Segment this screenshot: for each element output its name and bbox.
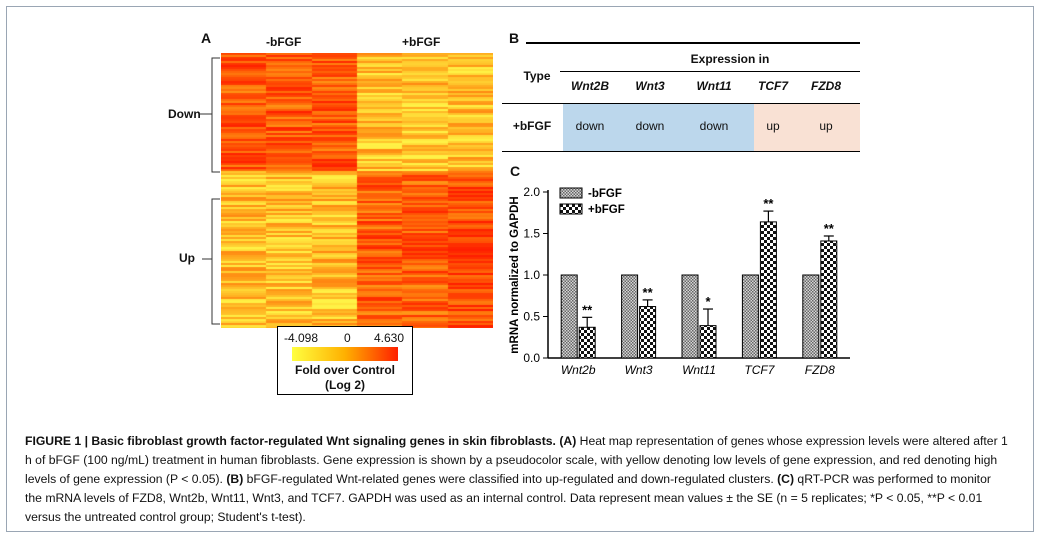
bar-plus-bfgf bbox=[699, 325, 717, 359]
y-tick-label: 2.0 bbox=[523, 185, 540, 199]
bar-minus-bfgf bbox=[681, 274, 699, 359]
bar-plus-bfgf bbox=[639, 306, 657, 359]
legend-swatch bbox=[559, 203, 583, 215]
row-label-up: Up bbox=[179, 251, 195, 265]
table-up-cluster bbox=[754, 104, 860, 151]
table-row-label: +bFGF bbox=[512, 119, 552, 133]
significance-mark: * bbox=[705, 294, 711, 309]
bar-plus-bfgf bbox=[578, 326, 596, 359]
table-value-wnt3: down bbox=[635, 119, 665, 133]
caption-b-text: bFGF-regulated Wnt-related genes were cl… bbox=[246, 472, 774, 486]
panel-b-letter: B bbox=[509, 30, 520, 46]
table-header-rule bbox=[502, 103, 860, 104]
table-gene-fzd8: FZD8 bbox=[811, 79, 841, 93]
table-gene-wnt11: Wnt11 bbox=[696, 79, 732, 93]
bar-minus-bfgf bbox=[621, 274, 639, 359]
colorbar-max: 4.630 bbox=[374, 331, 405, 345]
y-tick-label: 0.0 bbox=[523, 351, 540, 365]
x-tick-label: FZD8 bbox=[805, 363, 835, 377]
y-tick-label: 0.5 bbox=[523, 310, 540, 324]
caption-c-text: qRT-PCR was performed to monitor the mRN… bbox=[25, 472, 991, 524]
figure-frame bbox=[6, 6, 1034, 532]
legend-label: +bFGF bbox=[588, 204, 625, 216]
table-subheader-rule bbox=[560, 71, 860, 72]
row-label-down: Down bbox=[168, 107, 201, 121]
colorbar-gradient bbox=[292, 347, 398, 361]
bar-minus-bfgf bbox=[802, 274, 820, 359]
x-tick-label: Wnt11 bbox=[682, 363, 716, 377]
caption-a-text: Heat map representation of genes whose e… bbox=[25, 434, 1008, 486]
bar-plus-bfgf bbox=[759, 221, 777, 359]
significance-mark: ** bbox=[582, 302, 593, 317]
colorbar-unit: (Log 2) bbox=[325, 378, 365, 392]
legend-swatch bbox=[559, 187, 583, 199]
colorbar-mid: 0 bbox=[344, 331, 351, 345]
y-tick-label: 1.0 bbox=[523, 268, 540, 282]
caption-c-label: (C) bbox=[777, 472, 795, 486]
x-tick-label: Wnt3 bbox=[625, 363, 653, 377]
significance-mark: ** bbox=[643, 285, 654, 300]
table-gene-tcf7: TCF7 bbox=[758, 79, 788, 93]
bar-minus-bfgf bbox=[741, 274, 759, 359]
significance-mark: ** bbox=[824, 221, 835, 236]
table-value-tcf7: up bbox=[766, 119, 780, 133]
table-bottom-rule bbox=[502, 151, 860, 152]
table-down-cluster bbox=[563, 104, 754, 151]
significance-mark: ** bbox=[763, 196, 774, 211]
table-value-wnt2b: down bbox=[575, 119, 605, 133]
table-gene-wnt2b: Wnt2B bbox=[571, 79, 609, 93]
bar-minus-bfgf bbox=[560, 274, 578, 359]
legend-label: -bFGF bbox=[588, 188, 622, 200]
panel-c-letter: C bbox=[510, 163, 521, 179]
x-tick-label: TCF7 bbox=[744, 363, 775, 377]
panel-a-letter: A bbox=[201, 30, 212, 46]
group-label-minus-bfgf: -bFGF bbox=[266, 35, 302, 49]
table-expression-header: Expression in bbox=[690, 52, 770, 66]
table-value-fzd8: up bbox=[819, 119, 833, 133]
group-label-plus-bfgf: +bFGF bbox=[402, 35, 441, 49]
heatmap-brackets bbox=[200, 42, 860, 325]
y-tick-label: 1.5 bbox=[523, 227, 540, 241]
y-axis-label: mRNA normalized to GAPDH bbox=[509, 196, 521, 353]
heatmap bbox=[221, 53, 493, 328]
caption-a-label: (A) bbox=[559, 434, 577, 448]
caption-title: FIGURE 1 | Basic fibroblast growth facto… bbox=[25, 434, 556, 448]
bar-plus-bfgf bbox=[820, 240, 838, 359]
colorbar-min: -4.098 bbox=[284, 331, 319, 345]
table-type-header: Type bbox=[523, 69, 551, 83]
table-gene-wnt3: Wnt3 bbox=[635, 79, 665, 93]
table-value-wnt11: down bbox=[699, 119, 729, 133]
x-tick-label: Wnt2b bbox=[561, 363, 596, 377]
colorbar-title: Fold over Control bbox=[295, 363, 395, 377]
figure-caption: FIGURE 1 | Basic fibroblast growth facto… bbox=[25, 432, 1010, 527]
colorbar-legend: -4.098 0 4.630 Fold over Control (Log 2) bbox=[277, 326, 413, 395]
caption-b-label: (B) bbox=[226, 472, 244, 486]
